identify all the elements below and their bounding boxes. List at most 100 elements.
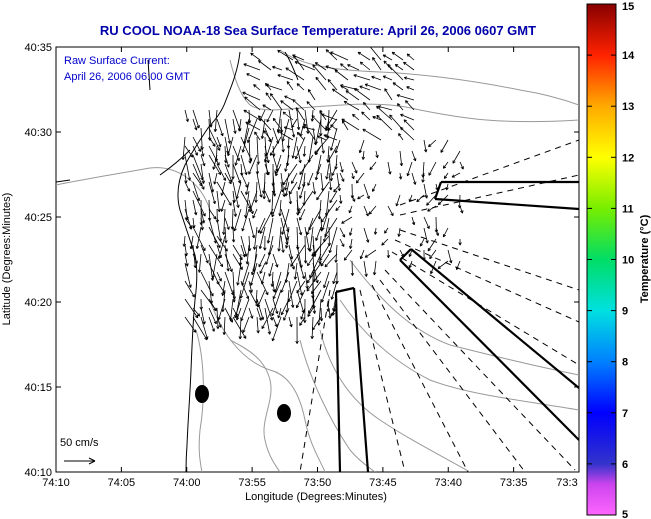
current-vector: [359, 85, 371, 91]
current-vector: [368, 205, 377, 215]
current-vector: [303, 298, 307, 323]
current-vector: [277, 49, 294, 61]
current-vector: [291, 136, 298, 159]
x-tick-label: 73:3: [556, 477, 577, 489]
current-vector: [208, 298, 217, 312]
current-vector: [285, 235, 290, 249]
current-vector: [328, 307, 332, 319]
current-vector: [295, 289, 306, 309]
current-vector: [235, 181, 242, 200]
current-vector: [200, 307, 206, 325]
current-vector: [192, 172, 203, 187]
current-vector: [257, 115, 272, 131]
colorbar-ticks: 5 6 7 8 9 10 11 12 13 14 15: [587, 1, 635, 519]
current-vector: [327, 79, 338, 91]
current-vector: [316, 163, 322, 175]
current-vector: [321, 113, 338, 121]
current-vector: [232, 316, 247, 339]
scale-label: 50 cm/s: [60, 437, 99, 449]
current-vector: [208, 181, 216, 205]
current-vector: [306, 217, 314, 235]
x-tick-label: 74:10: [42, 477, 70, 489]
current-vector: [316, 181, 330, 201]
current-vector: [362, 102, 371, 111]
x-tick-label: 73:45: [369, 477, 397, 489]
current-vector: [445, 183, 449, 191]
current-vector: [430, 260, 437, 275]
current-vector: [208, 109, 213, 128]
current-vector: [208, 244, 224, 268]
current-vector: [184, 109, 189, 122]
current-vector: [339, 238, 345, 247]
current-vector: [272, 298, 279, 314]
current-vector: [384, 227, 389, 234]
current-vector: [395, 194, 401, 207]
current-vector: [319, 244, 330, 262]
current-vector: [248, 307, 254, 319]
current-vector: [302, 145, 307, 157]
current-vector: [314, 62, 327, 71]
current-vector: [308, 226, 314, 252]
current-vector: [435, 183, 439, 191]
current-vector: [422, 249, 426, 261]
colorbar-tick-label: 7: [622, 408, 628, 420]
x-tick-label: 73:40: [434, 477, 462, 489]
current-vector: [349, 238, 353, 249]
current-vector: [312, 64, 327, 81]
current-vector: [437, 260, 449, 269]
current-vector: [208, 127, 221, 151]
current-vector: [200, 163, 205, 184]
current-vector: [263, 130, 272, 141]
current-vector: [208, 145, 220, 166]
current-vector: [382, 75, 393, 81]
current-vector: [242, 316, 250, 333]
current-vector: [416, 194, 425, 203]
current-vector: [331, 163, 338, 176]
current-vector: [256, 316, 260, 334]
current-vector: [291, 172, 298, 184]
current-vector: [208, 307, 217, 325]
current-vector: [292, 99, 305, 111]
current-vector: [376, 114, 393, 131]
current-vector: [231, 155, 235, 180]
current-vector: [411, 172, 417, 185]
current-vector: [284, 154, 290, 172]
current-vector: [458, 238, 462, 246]
current-vector: [284, 172, 290, 191]
current-vector: [232, 118, 237, 134]
current-vector: [363, 260, 368, 277]
current-vector: [328, 172, 333, 191]
current-vector: [224, 154, 230, 168]
current-vector: [391, 51, 404, 61]
current-vector: [288, 280, 295, 308]
current-vector: [216, 244, 222, 259]
current-vector: [241, 208, 250, 232]
current-vector: [275, 163, 282, 177]
current-vector: [306, 271, 322, 292]
current-vector: [238, 316, 242, 340]
x-tick-label: 74:05: [108, 477, 136, 489]
current-vector: [222, 316, 226, 335]
current-vector: [361, 150, 366, 160]
current-vector: [399, 249, 404, 258]
colorbar-tick-label: 15: [622, 1, 634, 13]
current-vector: [249, 262, 258, 286]
current-vector: [369, 161, 377, 171]
current-vector: [291, 118, 298, 128]
current-vector: [212, 154, 218, 170]
y-tick-label: 40:15: [24, 382, 52, 394]
plot-frame: [55, 46, 580, 473]
current-vector: [237, 118, 242, 132]
current-vector: [248, 154, 258, 175]
current-vector: [234, 145, 242, 166]
current-vector: [285, 67, 305, 81]
current-vector: [373, 227, 378, 235]
x-tick-label: 73:55: [238, 477, 266, 489]
current-vector: [406, 53, 415, 61]
marker-south: [277, 404, 291, 422]
current-vector: [323, 134, 338, 141]
x-axis-ticks: 74:10 74:05 74:00 73:55 73:50 73:45 73:40 73:35…: [42, 47, 580, 489]
current-vector: [233, 208, 242, 232]
y-axis-label: Latitude (Degrees:Minutes): [1, 193, 13, 326]
